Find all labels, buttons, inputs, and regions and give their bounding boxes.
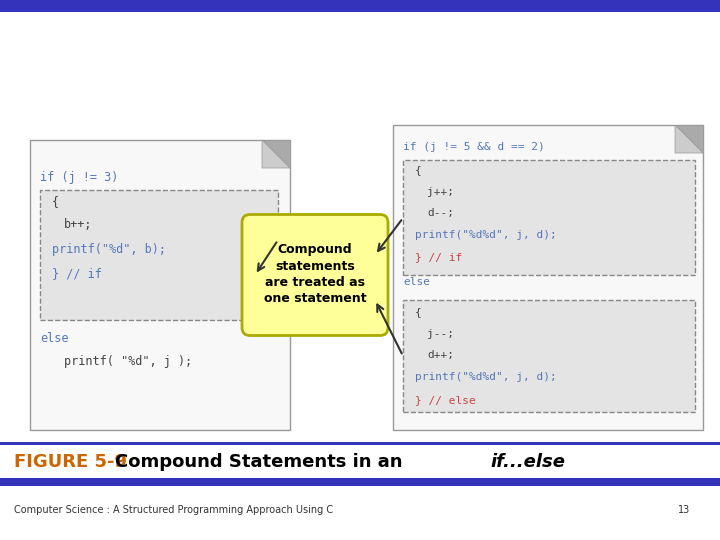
Text: j++;: j++; <box>427 187 454 197</box>
Bar <box>0 442 720 445</box>
Text: are treated as: are treated as <box>265 275 365 288</box>
Bar <box>0 0 720 12</box>
Bar <box>40 190 278 320</box>
Text: {: { <box>415 165 422 175</box>
Text: d--;: d--; <box>427 208 454 218</box>
Text: one statement: one statement <box>264 292 366 305</box>
Text: d++;: d++; <box>427 350 454 360</box>
Bar <box>393 125 703 430</box>
Bar <box>403 300 695 412</box>
Text: Computer Science : A Structured Programming Approach Using C: Computer Science : A Structured Programm… <box>14 505 333 515</box>
Text: if...else: if...else <box>490 453 565 471</box>
Polygon shape <box>262 140 290 168</box>
Text: printf( "%d", j );: printf( "%d", j ); <box>64 355 192 368</box>
Text: } // if: } // if <box>415 252 462 262</box>
Text: j--;: j--; <box>427 329 454 339</box>
Text: if (j != 5 && d == 2): if (j != 5 && d == 2) <box>403 142 545 152</box>
Bar <box>403 160 695 275</box>
Polygon shape <box>262 140 290 168</box>
Text: } // if: } // if <box>52 267 102 280</box>
Text: FIGURE 5-9: FIGURE 5-9 <box>14 453 127 471</box>
Bar <box>0 486 720 540</box>
FancyBboxPatch shape <box>242 214 388 335</box>
Text: printf("%d%d", j, d);: printf("%d%d", j, d); <box>415 372 557 382</box>
Bar <box>0 445 720 478</box>
Text: printf("%d%d", j, d);: printf("%d%d", j, d); <box>415 230 557 240</box>
Text: statements: statements <box>275 260 355 273</box>
Text: {: { <box>415 307 422 317</box>
Text: } // else: } // else <box>415 395 476 405</box>
Text: printf("%d", b);: printf("%d", b); <box>52 242 166 255</box>
Text: if (j != 3): if (j != 3) <box>40 171 118 184</box>
Text: b++;: b++; <box>64 219 92 232</box>
Text: else: else <box>403 277 430 287</box>
Text: else: else <box>40 332 68 345</box>
Text: Compound: Compound <box>278 244 352 256</box>
Polygon shape <box>675 125 703 153</box>
Text: Compound Statements in an: Compound Statements in an <box>115 453 409 471</box>
Text: {: { <box>52 195 59 208</box>
Polygon shape <box>675 125 703 153</box>
Bar <box>0 478 720 486</box>
Text: 13: 13 <box>678 505 690 515</box>
Bar <box>30 140 290 430</box>
